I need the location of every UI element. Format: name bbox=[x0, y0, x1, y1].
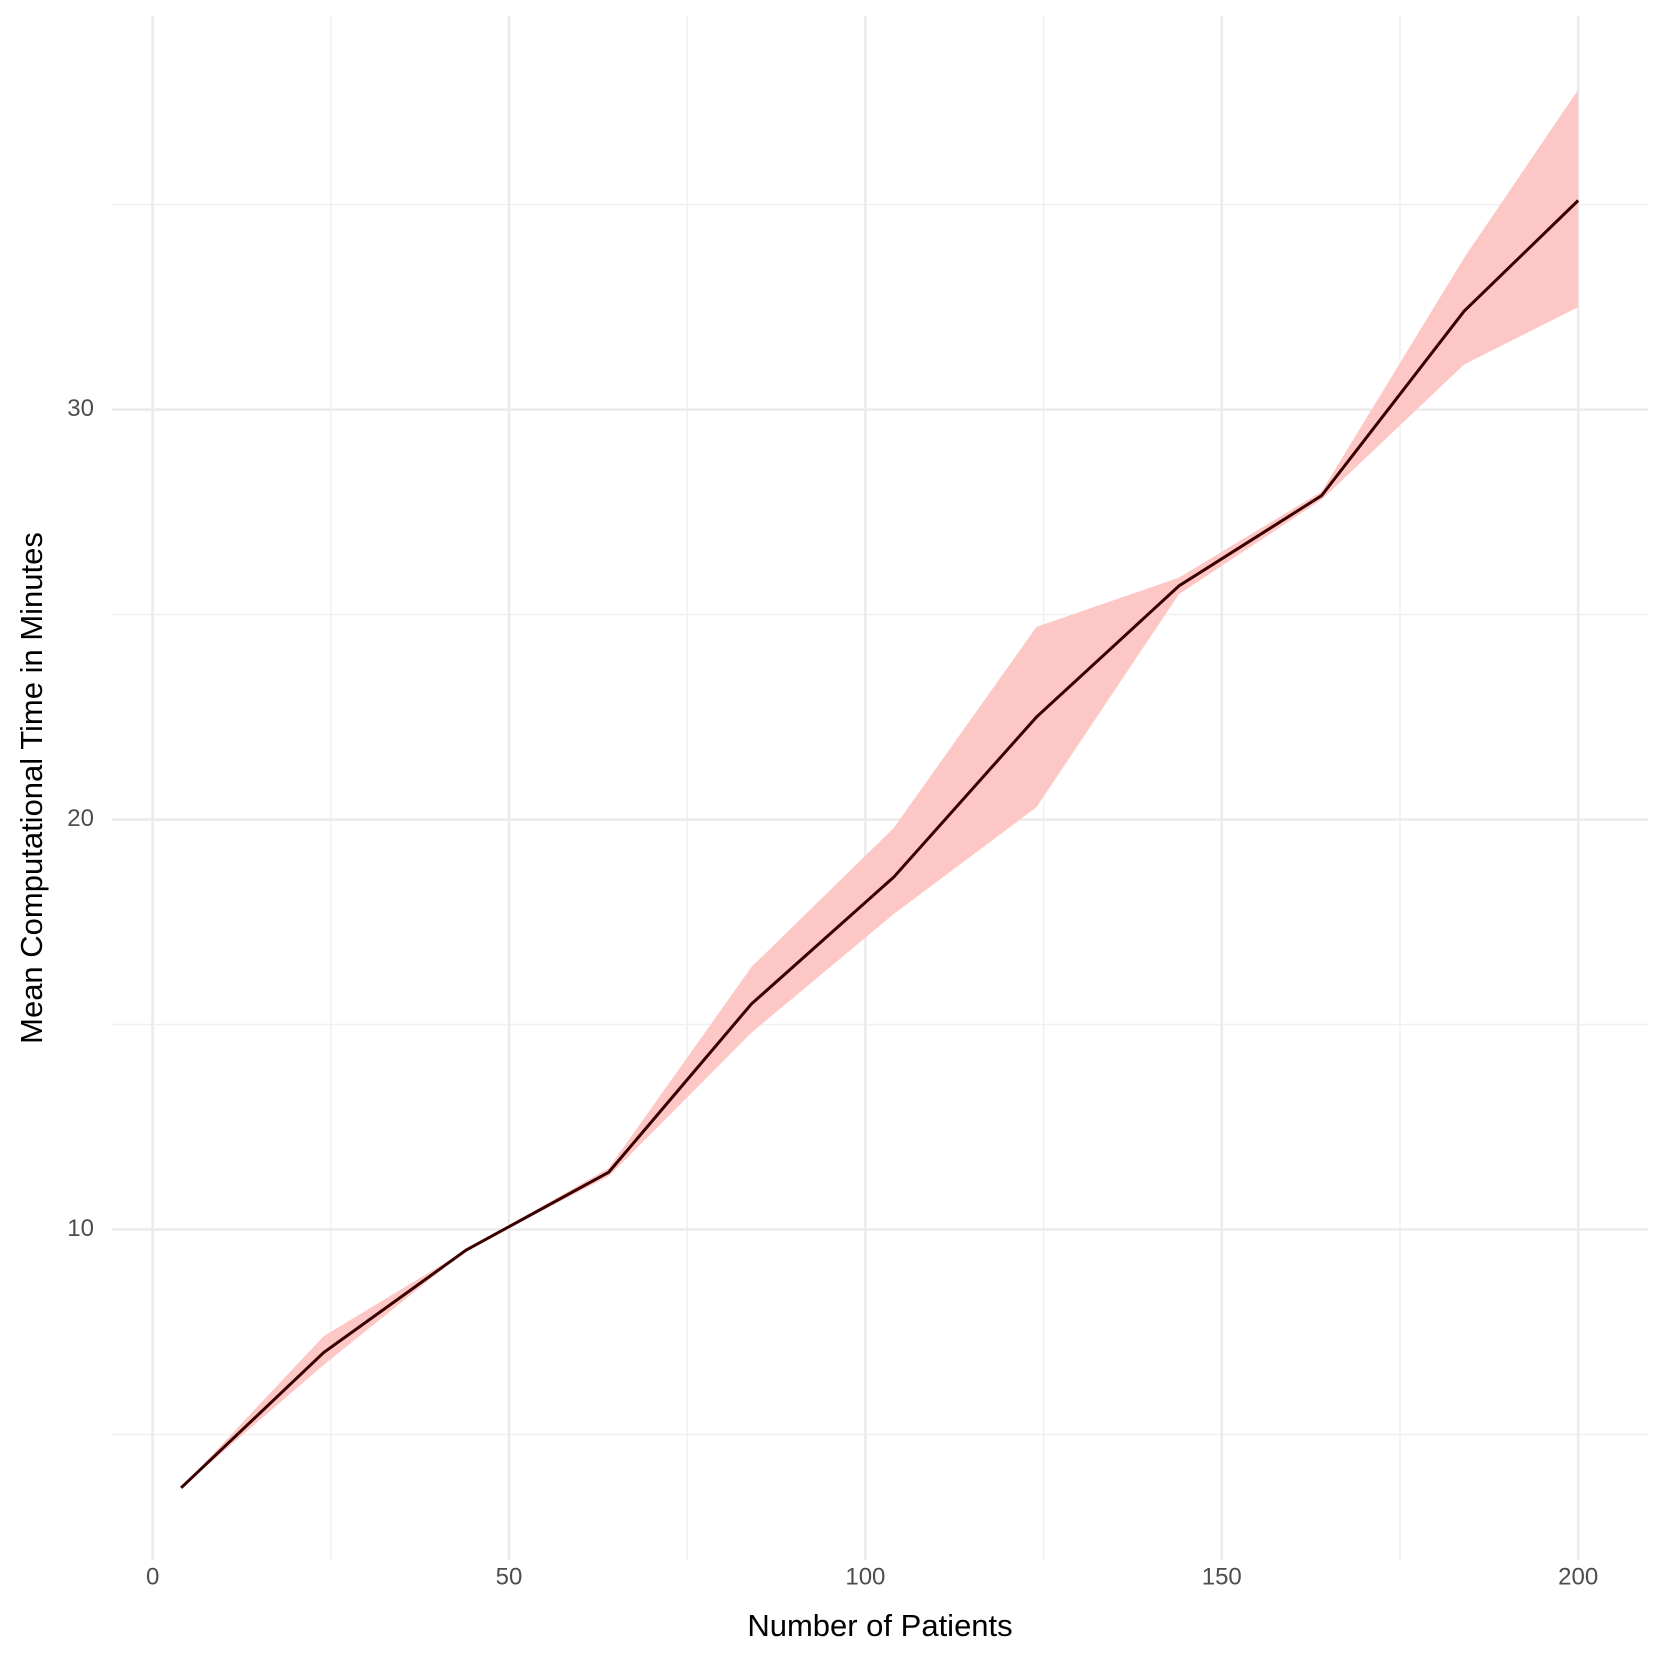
y-tick-label: 20 bbox=[67, 805, 94, 832]
confidence-band bbox=[181, 89, 1579, 1488]
y-axis-title: Mean Computational Time in Minutes bbox=[14, 532, 49, 1044]
mean-line bbox=[180, 199, 1580, 1489]
x-tick-label: 0 bbox=[146, 1563, 159, 1590]
x-tick-label: 50 bbox=[496, 1563, 523, 1590]
x-tick-label: 100 bbox=[845, 1563, 885, 1590]
x-tick-label: 150 bbox=[1202, 1563, 1242, 1590]
y-tick-label: 30 bbox=[67, 395, 94, 422]
y-tick-label: 10 bbox=[67, 1215, 94, 1242]
x-axis-title: Number of Patients bbox=[747, 1608, 1012, 1643]
x-tick-label: 200 bbox=[1558, 1563, 1598, 1590]
